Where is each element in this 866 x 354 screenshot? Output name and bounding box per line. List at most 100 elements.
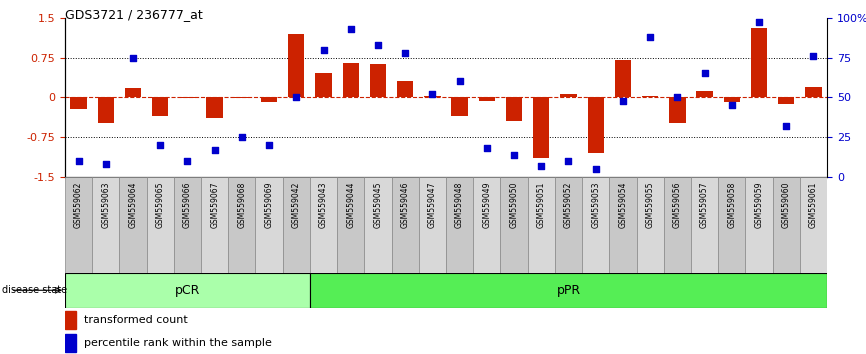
Point <box>99 161 113 167</box>
Text: GSM559057: GSM559057 <box>700 182 709 228</box>
Bar <box>479 97 495 101</box>
Bar <box>98 97 114 123</box>
Bar <box>92 177 120 273</box>
Point <box>752 20 766 25</box>
Text: GSM559058: GSM559058 <box>727 182 736 228</box>
Bar <box>337 177 365 273</box>
Bar <box>724 97 740 102</box>
Bar <box>637 177 663 273</box>
Text: GSM559044: GSM559044 <box>346 182 355 228</box>
Bar <box>582 177 610 273</box>
Text: GSM559054: GSM559054 <box>618 182 627 228</box>
Bar <box>800 177 827 273</box>
Text: pCR: pCR <box>175 284 200 297</box>
Text: GSM559061: GSM559061 <box>809 182 818 228</box>
Bar <box>70 97 87 109</box>
Bar <box>506 97 522 121</box>
Bar <box>610 177 637 273</box>
Point <box>289 95 303 100</box>
Point <box>371 42 385 48</box>
Bar <box>65 311 76 329</box>
Bar <box>391 177 419 273</box>
Bar <box>310 273 827 308</box>
Point <box>779 123 793 129</box>
Text: GSM559050: GSM559050 <box>509 182 519 228</box>
Text: disease state: disease state <box>2 285 67 295</box>
Text: pPR: pPR <box>556 284 580 297</box>
Text: GSM559069: GSM559069 <box>265 182 274 228</box>
Point <box>561 158 575 164</box>
Bar <box>419 177 446 273</box>
Point <box>72 158 86 164</box>
Bar <box>65 177 92 273</box>
Text: GSM559046: GSM559046 <box>401 182 410 228</box>
Point <box>235 135 249 140</box>
Text: percentile rank within the sample: percentile rank within the sample <box>84 338 272 348</box>
Bar <box>229 177 255 273</box>
Bar <box>772 177 800 273</box>
Text: GSM559065: GSM559065 <box>156 182 165 228</box>
Point <box>806 53 820 59</box>
Text: GSM559045: GSM559045 <box>373 182 383 228</box>
Bar <box>261 97 277 102</box>
Point <box>670 95 684 100</box>
Text: GSM559060: GSM559060 <box>782 182 791 228</box>
Bar <box>65 334 76 352</box>
Text: GSM559051: GSM559051 <box>537 182 546 228</box>
Point <box>317 47 331 52</box>
Bar <box>615 60 631 97</box>
Text: GSM559067: GSM559067 <box>210 182 219 228</box>
Bar <box>473 177 501 273</box>
Text: GSM559068: GSM559068 <box>237 182 246 228</box>
Text: GSM559043: GSM559043 <box>319 182 328 228</box>
Bar <box>718 177 746 273</box>
Point <box>480 145 494 151</box>
Bar <box>691 177 718 273</box>
Point <box>398 50 412 56</box>
Text: GSM559059: GSM559059 <box>754 182 764 228</box>
Text: GSM559064: GSM559064 <box>128 182 138 228</box>
Point <box>126 55 140 61</box>
Text: GSM559042: GSM559042 <box>292 182 301 228</box>
Point <box>698 71 712 76</box>
Bar <box>424 96 441 97</box>
Point <box>208 147 222 153</box>
Bar <box>370 64 386 97</box>
Text: GSM559052: GSM559052 <box>564 182 573 228</box>
Bar <box>560 94 577 97</box>
Text: GSM559053: GSM559053 <box>591 182 600 228</box>
Point <box>589 166 603 172</box>
Bar <box>146 177 174 273</box>
Point <box>534 163 548 169</box>
Bar <box>501 177 527 273</box>
Point <box>425 91 439 97</box>
Bar <box>587 97 604 153</box>
Bar <box>642 96 658 97</box>
Text: GSM559047: GSM559047 <box>428 182 436 228</box>
Text: GSM559048: GSM559048 <box>456 182 464 228</box>
Text: transformed count: transformed count <box>84 315 188 325</box>
Text: GDS3721 / 236777_at: GDS3721 / 236777_at <box>65 8 203 21</box>
Bar <box>446 177 473 273</box>
Bar <box>805 87 822 97</box>
Point <box>453 79 467 84</box>
Bar <box>315 74 332 97</box>
Bar <box>206 97 223 118</box>
Bar <box>746 177 772 273</box>
Bar <box>201 177 229 273</box>
Bar <box>751 28 767 97</box>
Point <box>180 158 194 164</box>
Text: GSM559062: GSM559062 <box>74 182 83 228</box>
Text: GSM559063: GSM559063 <box>101 182 110 228</box>
Point <box>344 26 358 32</box>
Bar <box>696 91 713 97</box>
Bar <box>282 177 310 273</box>
Text: GSM559066: GSM559066 <box>183 182 192 228</box>
Bar <box>527 177 555 273</box>
Bar <box>152 97 168 116</box>
Bar <box>288 34 305 97</box>
Bar <box>533 97 549 159</box>
Bar <box>120 177 146 273</box>
Bar <box>663 177 691 273</box>
Point <box>616 98 630 103</box>
